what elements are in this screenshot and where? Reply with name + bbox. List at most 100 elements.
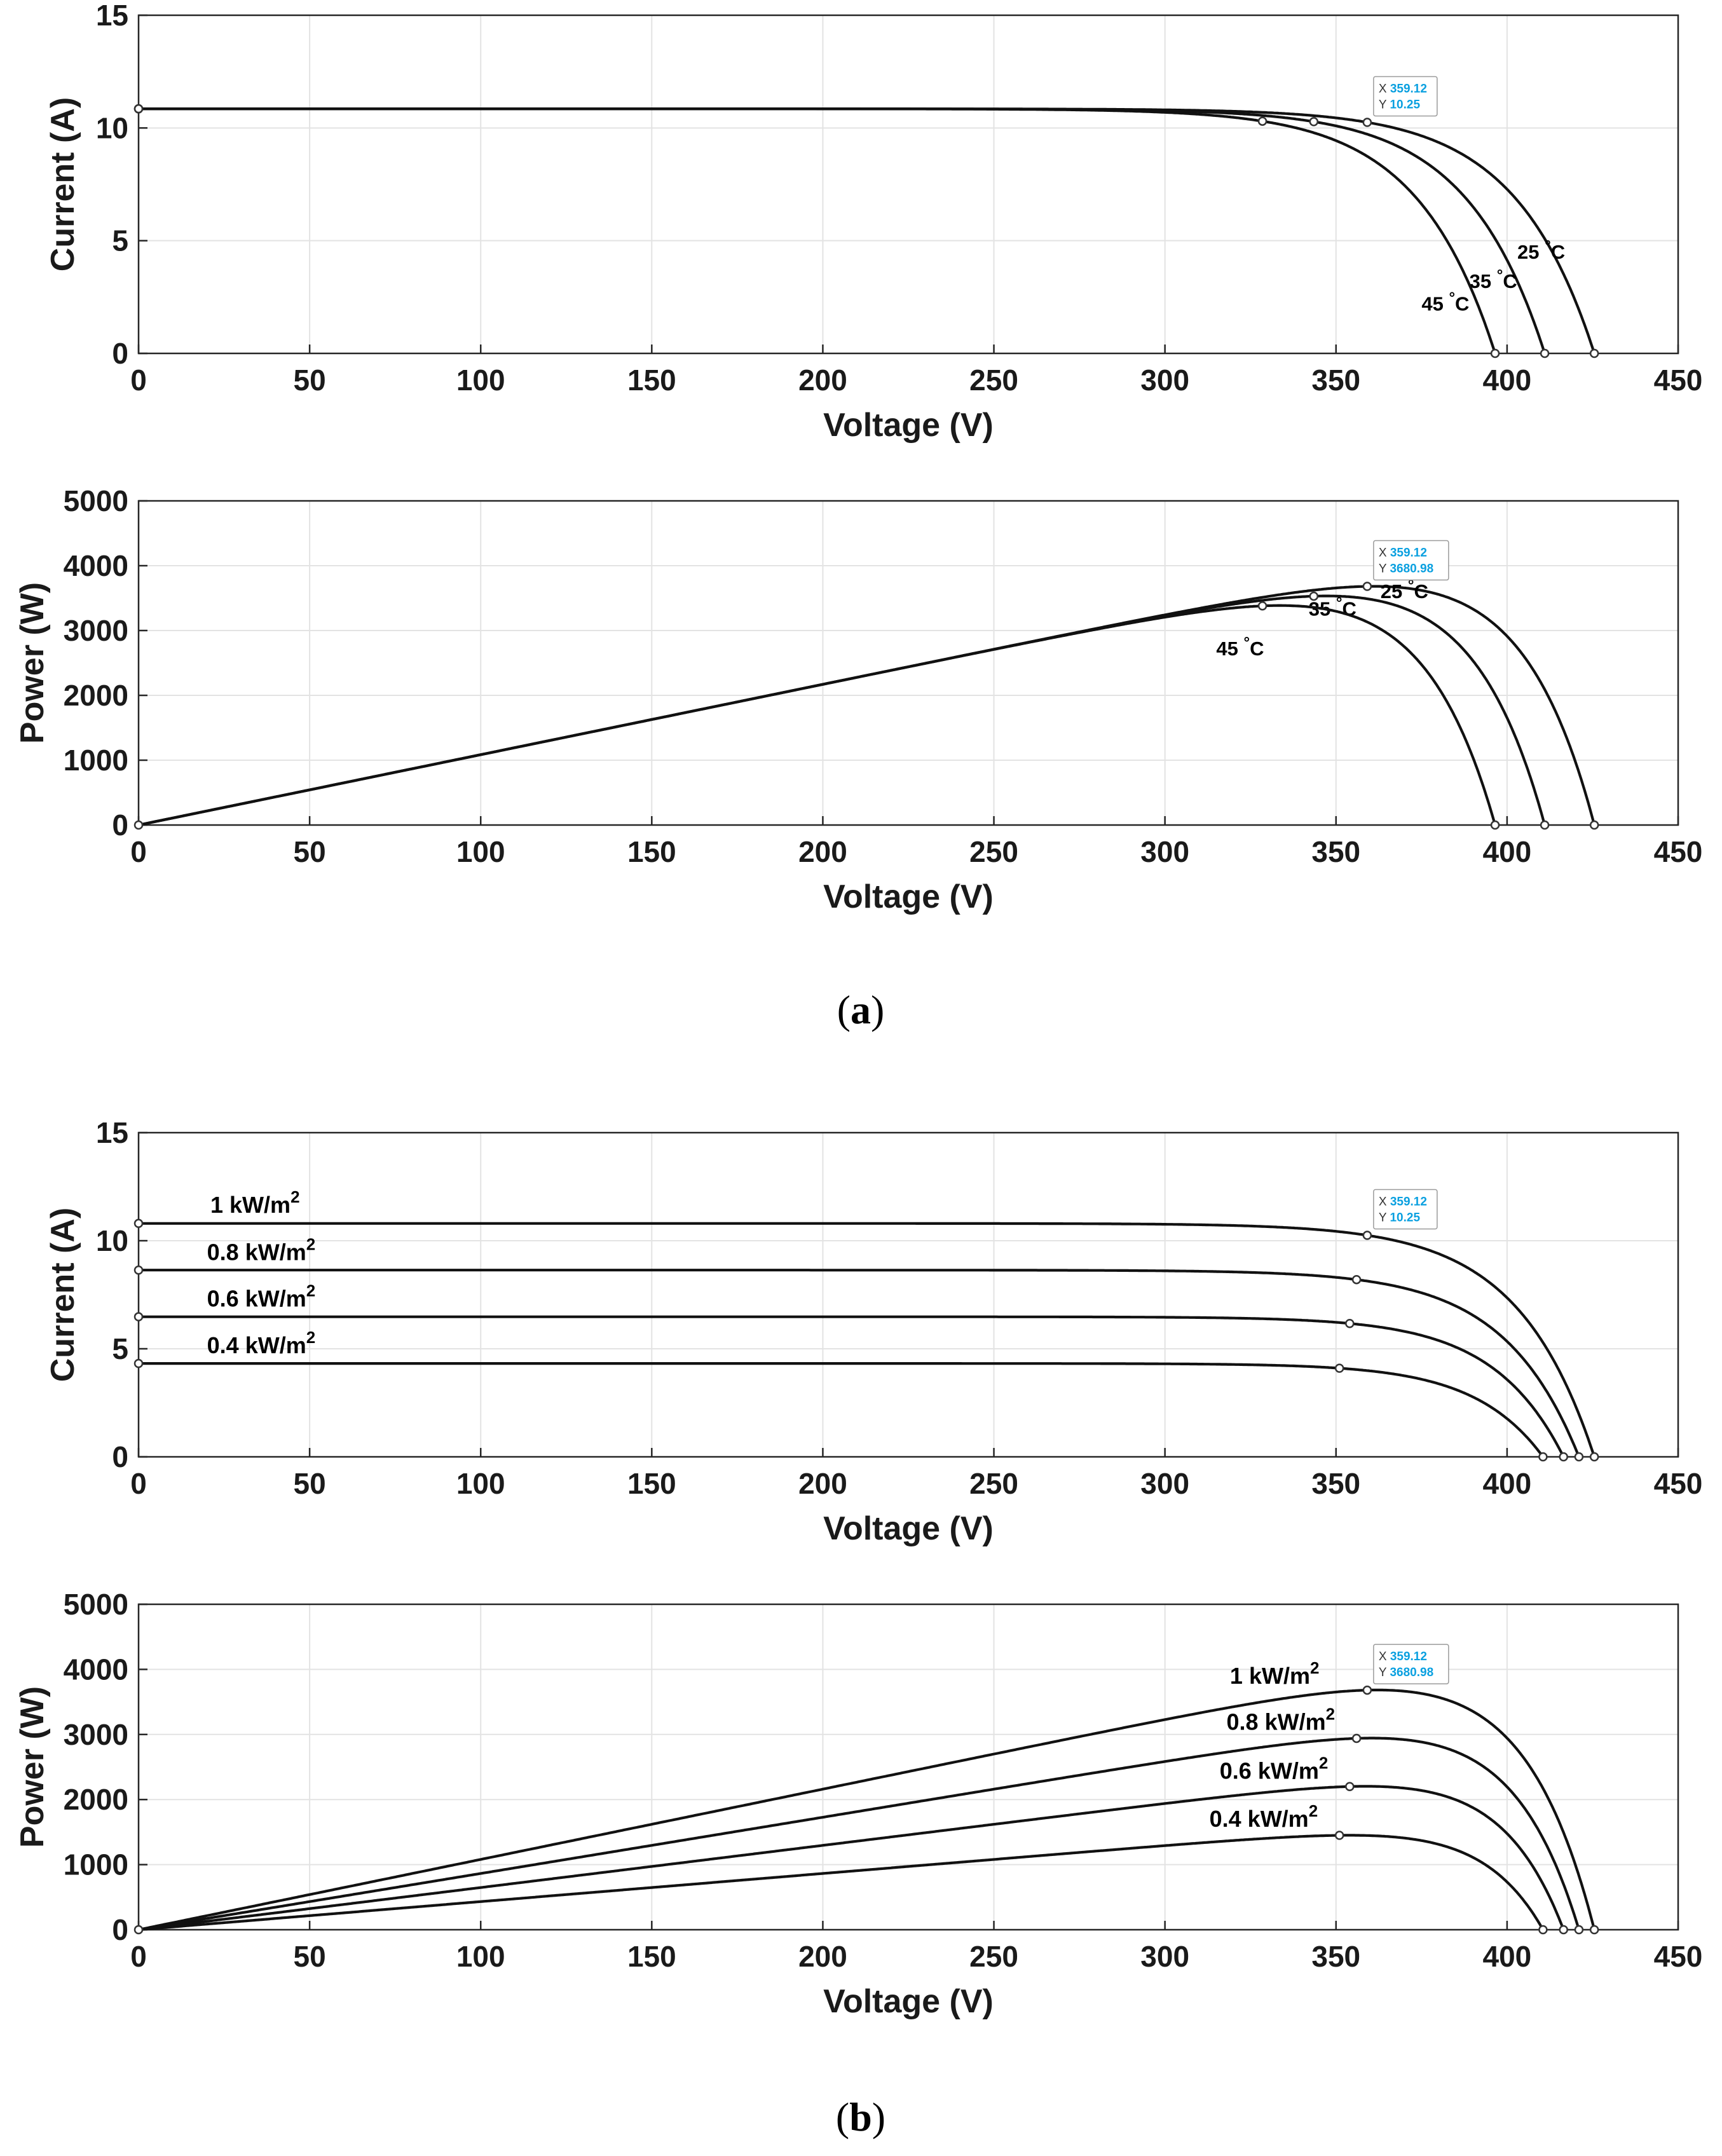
series-line-1 bbox=[139, 1269, 1580, 1457]
x-tick-label: 250 bbox=[969, 835, 1018, 868]
mpp-marker bbox=[1351, 1274, 1362, 1285]
chart-a-current: 0 50 100 150 200 250 300 350 400 450 0 5 10 15 Voltage… bbox=[44, 0, 1702, 444]
series-line-3 bbox=[139, 1362, 1545, 1458]
y-axis-label: Current (A) bbox=[44, 1208, 81, 1382]
datatip-box bbox=[1373, 1644, 1449, 1684]
voc-marker bbox=[1589, 820, 1599, 830]
datatip-y: Y 3680.98 bbox=[1379, 563, 1433, 576]
series-label: 0.4 kW/m2 bbox=[207, 1328, 316, 1358]
mpp-marker bbox=[1309, 117, 1319, 126]
y-tick-label: 4000 bbox=[64, 549, 128, 582]
x-tick-label: 200 bbox=[798, 1467, 847, 1500]
datatip-x: X 359.12 bbox=[1379, 1650, 1427, 1663]
x-tick-label: 400 bbox=[1483, 835, 1532, 868]
x-tick-label: 0 bbox=[130, 364, 147, 397]
y-tick-label: 5000 bbox=[64, 1588, 128, 1621]
datatip-x: X 359.12 bbox=[1379, 1196, 1427, 1209]
y-tick-label: 2000 bbox=[64, 679, 128, 712]
series-line-0 bbox=[138, 1688, 1596, 1932]
x-tick-label: 50 bbox=[294, 364, 326, 397]
isc-marker bbox=[133, 1218, 144, 1229]
voc-marker bbox=[1490, 820, 1500, 830]
y-axis-label: Power (W) bbox=[14, 1686, 51, 1848]
axes-box bbox=[137, 14, 1679, 355]
y-tick-label: 4000 bbox=[64, 1653, 128, 1686]
datatip-box bbox=[1373, 540, 1449, 581]
axes-box bbox=[137, 500, 1679, 826]
series-label: 0.8 kW/m2 bbox=[1227, 1705, 1336, 1735]
series-line-2 bbox=[139, 1315, 1565, 1457]
x-axis-label: Voltage (V) bbox=[823, 407, 994, 444]
series-label: 45 °C bbox=[1216, 634, 1264, 660]
series-line-2 bbox=[138, 1785, 1565, 1932]
voc-marker bbox=[1540, 348, 1550, 358]
mpp-marker bbox=[1334, 1363, 1344, 1373]
x-tick-label: 450 bbox=[1654, 364, 1703, 397]
chart-b-current: 0 50 100 150 200 250 300 350 400 450 0 5 10 15 Voltage… bbox=[44, 1116, 1702, 1547]
voc-marker bbox=[1538, 1925, 1548, 1935]
series-label: 25 °C bbox=[1517, 238, 1565, 263]
y-tick-label: 15 bbox=[96, 0, 128, 32]
isc-marker bbox=[133, 1265, 144, 1275]
x-tick-label: 100 bbox=[456, 1467, 505, 1500]
origin-marker bbox=[133, 820, 144, 830]
datatip-y: Y 10.25 bbox=[1379, 98, 1421, 111]
voc-marker bbox=[1574, 1452, 1584, 1462]
x-tick-label: 50 bbox=[294, 1467, 326, 1500]
x-tick-label: 250 bbox=[969, 1940, 1018, 1973]
mpp-marker bbox=[1351, 1733, 1362, 1743]
x-axis-label: Voltage (V) bbox=[823, 1510, 994, 1547]
x-tick-label: 400 bbox=[1483, 1940, 1532, 1973]
x-tick-label: 350 bbox=[1311, 835, 1360, 868]
datatip-x: X 359.12 bbox=[1379, 547, 1427, 560]
plot-area bbox=[139, 15, 1678, 353]
x-tick-label: 0 bbox=[130, 1940, 147, 1973]
isc-marker bbox=[133, 1312, 144, 1321]
x-tick-label: 150 bbox=[627, 1467, 676, 1500]
x-tick-label: 0 bbox=[130, 1467, 147, 1500]
mpp-marker bbox=[1345, 1782, 1355, 1791]
voc-marker bbox=[1574, 1925, 1584, 1935]
voc-marker bbox=[1540, 820, 1550, 830]
datatip-x: X 359.12 bbox=[1379, 82, 1427, 95]
series-label: 1 kW/m2 bbox=[210, 1187, 300, 1218]
y-tick-label: 3000 bbox=[64, 614, 128, 647]
series-label: 1 kW/m2 bbox=[1230, 1658, 1320, 1689]
caption-b: (b) bbox=[836, 2094, 885, 2139]
series-label: 0.6 kW/m2 bbox=[1220, 1753, 1329, 1784]
y-tick-label: 5 bbox=[112, 224, 128, 257]
x-tick-label: 100 bbox=[456, 835, 505, 868]
y-axis-label: Power (W) bbox=[14, 582, 51, 744]
mpp-marker bbox=[1362, 582, 1372, 591]
x-tick-label: 50 bbox=[294, 1940, 326, 1973]
x-tick-label: 300 bbox=[1140, 1467, 1189, 1500]
chart-b-power: 0 50 100 150 200 250 300 350 400 450 0 1000 2000 3000… bbox=[14, 1588, 1702, 2020]
voc-marker bbox=[1589, 348, 1599, 358]
series-label: 0.4 kW/m2 bbox=[1210, 1801, 1318, 1832]
origin-marker bbox=[133, 1925, 144, 1935]
series-label: 0.6 kW/m2 bbox=[207, 1281, 316, 1312]
voc-marker bbox=[1589, 1452, 1599, 1462]
datatip-y: Y 10.25 bbox=[1379, 1211, 1421, 1225]
series-label: 35 °C bbox=[1470, 267, 1517, 292]
series-line-2 bbox=[138, 604, 1497, 827]
datatip-y: Y 3680.98 bbox=[1379, 1666, 1433, 1679]
isc-marker bbox=[133, 104, 144, 114]
y-axis-label: Current (A) bbox=[44, 97, 81, 271]
y-tick-label: 1000 bbox=[64, 1848, 128, 1881]
mpp-marker bbox=[1362, 118, 1372, 127]
series-label: 25 °C bbox=[1381, 577, 1428, 603]
voc-marker bbox=[1559, 1925, 1568, 1935]
x-tick-label: 350 bbox=[1311, 1467, 1360, 1500]
series-label: 45 °C bbox=[1421, 290, 1469, 315]
voc-marker bbox=[1559, 1452, 1568, 1462]
voc-marker bbox=[1589, 1925, 1599, 1935]
x-tick-label: 350 bbox=[1311, 1940, 1360, 1973]
x-tick-label: 300 bbox=[1140, 835, 1189, 868]
series-label: 0.8 kW/m2 bbox=[207, 1235, 316, 1266]
y-tick-label: 3000 bbox=[64, 1718, 128, 1751]
x-tick-label: 350 bbox=[1311, 364, 1360, 397]
x-tick-label: 200 bbox=[798, 364, 847, 397]
x-tick-label: 150 bbox=[627, 1940, 676, 1973]
